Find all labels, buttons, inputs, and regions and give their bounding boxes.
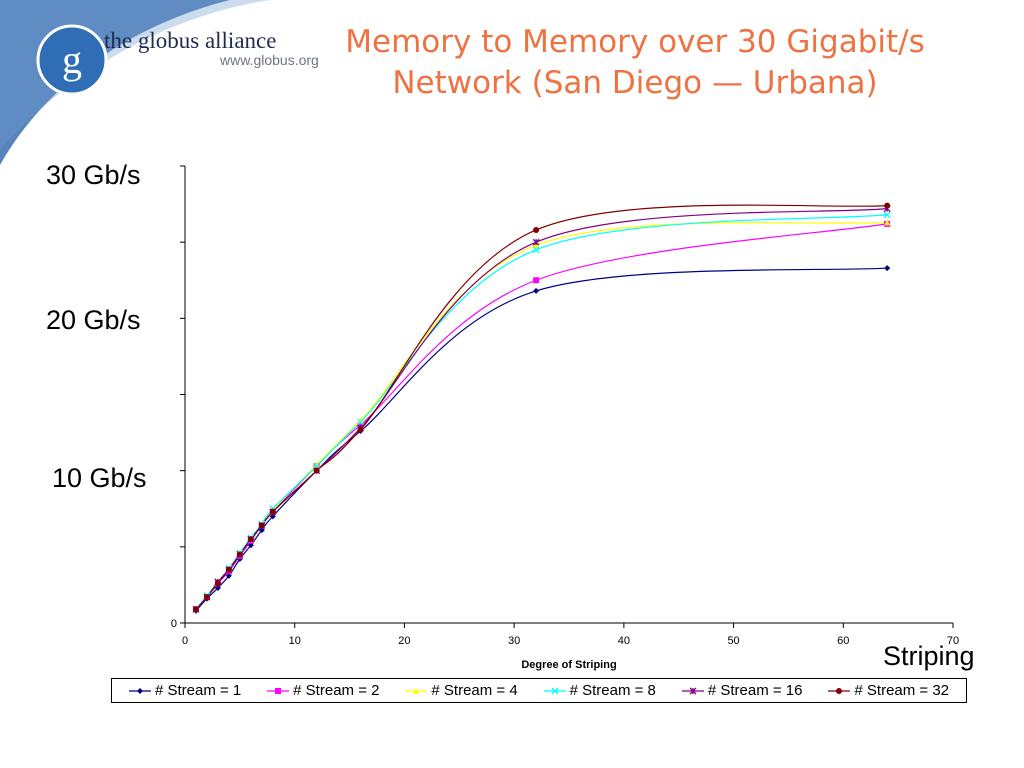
chart-legend: # Stream = 1 # Stream = 2 # Stream = 4 # St… xyxy=(111,678,967,703)
x-tick-label: 70 xyxy=(947,635,959,647)
legend-item: # Stream = 4 xyxy=(405,682,518,699)
chart-markers xyxy=(192,202,891,614)
legend-item: # Stream = 2 xyxy=(267,682,379,699)
legend-swatch xyxy=(405,687,428,694)
data-point-marker xyxy=(275,687,282,694)
label-30-gbps: 30 Gb/s xyxy=(46,160,141,190)
data-point-marker xyxy=(533,226,540,233)
data-point-marker xyxy=(192,606,199,613)
data-point-marker xyxy=(357,426,364,433)
x-tick-label: 0 xyxy=(182,635,188,647)
slide-title-line-1: Memory to Memory over 30 Gigabit/s xyxy=(345,24,925,60)
slide-title-line-2: Network (San Diego — Urbana) xyxy=(392,65,878,101)
data-point-marker xyxy=(258,522,265,529)
data-point-marker xyxy=(551,687,559,694)
data-point-marker xyxy=(247,536,254,543)
series-line-5 xyxy=(195,208,888,610)
data-point-marker xyxy=(883,211,891,219)
logo-letter: g xyxy=(62,37,82,82)
legend-swatch xyxy=(681,687,704,694)
series-line-6 xyxy=(195,204,888,610)
data-point-marker xyxy=(533,242,540,249)
series-line-3 xyxy=(195,221,888,610)
legend-label: # Stream = 4 xyxy=(431,682,518,699)
data-point-marker xyxy=(214,580,221,587)
x-tick-label: 50 xyxy=(727,635,739,647)
data-point-marker xyxy=(357,418,365,426)
data-point-marker xyxy=(413,687,420,694)
data-point-marker xyxy=(884,219,891,226)
legend-swatch xyxy=(543,687,566,694)
series-line-4 xyxy=(195,214,888,610)
logo-name: the globus alliance xyxy=(104,28,277,53)
legend-label: # Stream = 16 xyxy=(707,682,803,699)
x-tick-label: 40 xyxy=(618,635,630,647)
data-point-marker xyxy=(533,277,540,284)
label-striping: Striping xyxy=(883,641,975,671)
x-tick-label: 20 xyxy=(398,635,410,647)
series-line-1 xyxy=(195,267,888,612)
data-point-marker xyxy=(357,421,364,428)
data-point-marker xyxy=(236,551,243,558)
data-point-marker xyxy=(225,566,232,573)
legend-item: # Stream = 32 xyxy=(828,682,949,699)
y-tick-label: 0 xyxy=(171,618,177,630)
legend-item: # Stream = 8 xyxy=(543,682,656,699)
legend-item: # Stream = 16 xyxy=(681,682,803,699)
x-tick-label: 60 xyxy=(837,635,849,647)
data-point-marker xyxy=(532,238,540,246)
data-point-marker xyxy=(884,202,891,209)
series-line-2 xyxy=(195,223,888,610)
data-point-marker xyxy=(532,246,540,254)
data-point-marker xyxy=(533,287,540,294)
data-point-marker xyxy=(689,687,697,694)
slide-title: Memory to Memory over 30 Gigabit/s Netwo… xyxy=(280,22,990,104)
x-axis-label: Degree of Striping xyxy=(521,659,616,671)
data-point-marker xyxy=(357,417,364,424)
legend-swatch xyxy=(267,687,290,694)
data-point-marker xyxy=(225,572,232,579)
data-point-marker xyxy=(258,527,265,534)
x-tick-label: 30 xyxy=(508,635,520,647)
corner-decoration: g xyxy=(0,0,270,165)
data-point-marker xyxy=(269,508,276,515)
label-20-gbps: 20 Gb/s xyxy=(46,305,141,335)
data-point-marker xyxy=(136,687,143,694)
legend-item: # Stream = 1 xyxy=(128,682,242,699)
legend-swatch xyxy=(128,687,151,694)
legend-label: # Stream = 32 xyxy=(854,682,950,699)
logo-url: www.globus.org xyxy=(220,52,319,68)
data-point-marker xyxy=(836,687,843,694)
legend-label: # Stream = 2 xyxy=(293,682,380,699)
data-point-marker xyxy=(269,513,276,520)
legend-label: # Stream = 8 xyxy=(569,682,656,699)
data-point-marker xyxy=(313,467,320,474)
data-point-marker xyxy=(313,461,320,468)
x-tick-label: 10 xyxy=(289,635,301,647)
data-point-marker xyxy=(214,584,221,591)
legend-label: # Stream = 1 xyxy=(154,682,242,699)
data-point-marker xyxy=(247,542,254,549)
label-10-gbps: 10 Gb/s xyxy=(52,463,147,493)
logo-globe-icon xyxy=(36,24,108,96)
chart-axes: 00 10 20 30 40 50 60 70 xyxy=(171,165,959,647)
chart-series xyxy=(195,204,888,612)
data-point-marker xyxy=(203,594,210,601)
legend-swatch xyxy=(828,687,851,694)
data-point-marker xyxy=(884,265,891,272)
